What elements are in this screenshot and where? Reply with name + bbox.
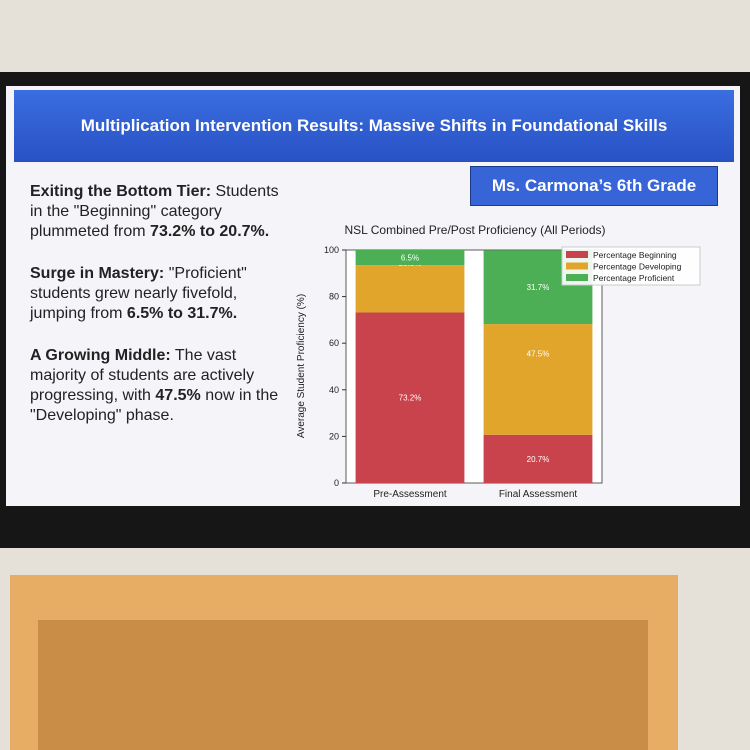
value-label: 31.7% bbox=[527, 283, 550, 292]
bold-text: Exiting the Bottom Tier: bbox=[30, 183, 212, 200]
value-label: 47.5% bbox=[527, 349, 550, 358]
bold-text: A Growing Middle: bbox=[30, 347, 171, 364]
chart-title: NSL Combined Pre/Post Proficiency (All P… bbox=[345, 223, 606, 237]
value-label: 6.5% bbox=[401, 254, 419, 263]
legend-label: Percentage Beginning bbox=[593, 250, 677, 260]
y-tick-label: 80 bbox=[329, 292, 339, 302]
badge: Ms. Carmona’s 6th Grade bbox=[470, 166, 718, 206]
bullet-point: Surge in Mastery: "Proficient" students … bbox=[30, 264, 280, 324]
y-tick-label: 0 bbox=[334, 478, 339, 488]
slide-title: Multiplication Intervention Results: Mas… bbox=[14, 90, 734, 162]
bullet-point: A Growing Middle: The vast majority of s… bbox=[30, 346, 280, 426]
bold-text: 73.2% to 20.7%. bbox=[150, 223, 270, 240]
shelf-inner bbox=[38, 620, 648, 750]
value-label: 20.7% bbox=[527, 455, 550, 464]
legend-label: Percentage Developing bbox=[593, 262, 682, 272]
bold-text: Surge in Mastery: bbox=[30, 265, 165, 282]
text: "Proficient" students grew nearly fivefo… bbox=[30, 265, 247, 322]
y-axis-label: Average Student Proficiency (%) bbox=[296, 294, 307, 438]
x-tick-label: Pre-Assessment bbox=[373, 489, 447, 500]
bold-text: 47.5% bbox=[155, 387, 201, 404]
legend-label: Percentage Proficient bbox=[593, 273, 675, 283]
bullet-point: Exiting the Bottom Tier: Students in the… bbox=[30, 182, 280, 242]
y-tick-label: 20 bbox=[329, 431, 339, 441]
text: The vast majority of students are active… bbox=[30, 347, 255, 404]
bar-segment bbox=[483, 324, 593, 435]
x-tick-label: Final Assessment bbox=[499, 489, 578, 500]
legend-swatch bbox=[566, 274, 588, 281]
bar-segment bbox=[355, 250, 465, 266]
bar-segment bbox=[355, 265, 465, 313]
y-tick-label: 100 bbox=[324, 245, 339, 255]
bar-segment bbox=[355, 312, 465, 483]
y-tick-label: 60 bbox=[329, 338, 339, 348]
text: now in the "Developing" phase. bbox=[30, 387, 279, 424]
bold-text: 6.5% to 31.7%. bbox=[126, 305, 238, 322]
bullet-points: Exiting the Bottom Tier: Students in the… bbox=[30, 182, 280, 448]
y-tick-label: 40 bbox=[329, 385, 339, 395]
legend-swatch bbox=[566, 251, 588, 258]
bar-segment bbox=[483, 434, 593, 483]
value-label: 73.2% bbox=[399, 394, 422, 403]
legend-swatch bbox=[566, 262, 588, 270]
text: Students in the "Beginning" category plu… bbox=[30, 183, 279, 240]
